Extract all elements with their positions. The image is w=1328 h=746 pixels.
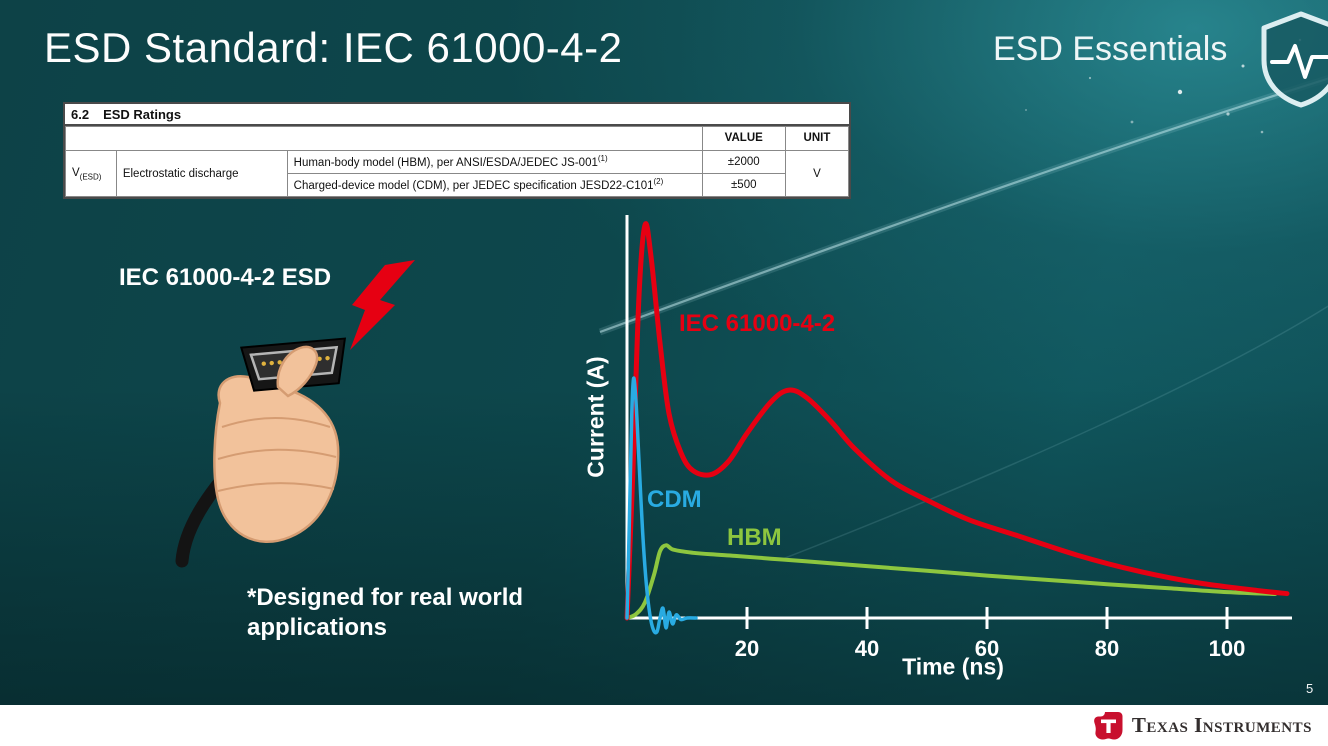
streak-faint <box>779 305 1328 561</box>
slide-number: 5 <box>1306 681 1314 696</box>
ti-logo: Texas Instruments <box>1092 711 1312 741</box>
param-symbol-cell: V(ESD) <box>65 149 117 198</box>
curve-label-cdm: CDM <box>647 486 702 513</box>
finger-line <box>217 448 337 460</box>
datasheet-esd-ratings-table: 6.2 ESD Ratings VALUE UNIT V(ESD) Electr… <box>63 102 851 200</box>
ti-bug-icon <box>1094 711 1123 740</box>
shield-outline <box>1261 11 1328 108</box>
cdm-value-cell: ±500 <box>701 173 786 198</box>
hbm-footnote-ref: (1) <box>597 154 608 163</box>
footer-bar: Texas Instruments <box>0 705 1328 746</box>
col-header-value: VALUE <box>701 126 786 151</box>
hand <box>213 374 340 543</box>
lightning-bolt-icon <box>350 260 415 350</box>
x-axis-label: Time (ns) <box>902 653 1004 680</box>
x-tick-label: 40 <box>855 636 879 661</box>
param-name-cell: Electrostatic discharge <box>115 149 288 198</box>
series-curve-iec-61000-4-2 <box>624 221 1290 621</box>
param-subscript: (ESD) <box>79 171 102 181</box>
finger-line <box>221 417 331 428</box>
slide-canvas: ESD Standard: IEC 61000-4-2 ESD Essentia… <box>0 0 1328 705</box>
hbm-description-cell: Human-body model (HBM), per ANSI/ESDA/JE… <box>286 149 703 175</box>
x-tick-label: 20 <box>735 636 759 661</box>
param-symbol: V <box>72 166 80 179</box>
table-header-spacer <box>65 126 703 151</box>
cdm-description-cell: Charged-device model (CDM), per JEDEC sp… <box>286 173 703 198</box>
thumb <box>276 345 319 398</box>
hbm-description: Human-body model (HBM), per ANSI/ESDA/JE… <box>293 156 598 169</box>
y-axis-label: Current (A) <box>582 356 609 478</box>
esd-ratings-grid: VALUE UNIT V(ESD) Electrostatic discharg… <box>65 126 850 198</box>
finger-line <box>217 482 335 492</box>
col-header-unit: UNIT <box>784 126 850 151</box>
series-curve-hbm <box>625 543 1277 620</box>
series-brand-label: ESD Essentials <box>993 30 1228 68</box>
unit-cell: V <box>784 149 850 198</box>
slide-title: ESD Standard: IEC 61000-4-2 <box>44 24 623 71</box>
pulse-line-icon <box>1270 44 1328 79</box>
ti-brand-text: Texas Instruments <box>1131 713 1312 737</box>
table-section-header: 6.2 ESD Ratings <box>65 104 849 126</box>
cdm-description: Charged-device model (CDM), per JEDEC sp… <box>293 180 654 193</box>
illustration-label: IEC 61000-4-2 ESD <box>119 264 332 291</box>
curve-label-hbm: HBM <box>727 524 782 551</box>
x-tick-label: 100 <box>1209 636 1246 661</box>
curve-label-iec: IEC 61000-4-2 <box>679 310 836 337</box>
shield-pulse-icon <box>1261 11 1328 108</box>
cdm-footnote-ref: (2) <box>653 177 664 187</box>
hbm-value-cell: ±2000 <box>701 149 786 175</box>
table-section-title: ESD Ratings <box>103 107 182 122</box>
caption: *Designed for real world applications <box>247 584 524 641</box>
table-section-number: 6.2 <box>71 107 90 122</box>
hand-holding-connector-illustration <box>175 260 415 568</box>
x-tick-label: 80 <box>1095 636 1119 661</box>
